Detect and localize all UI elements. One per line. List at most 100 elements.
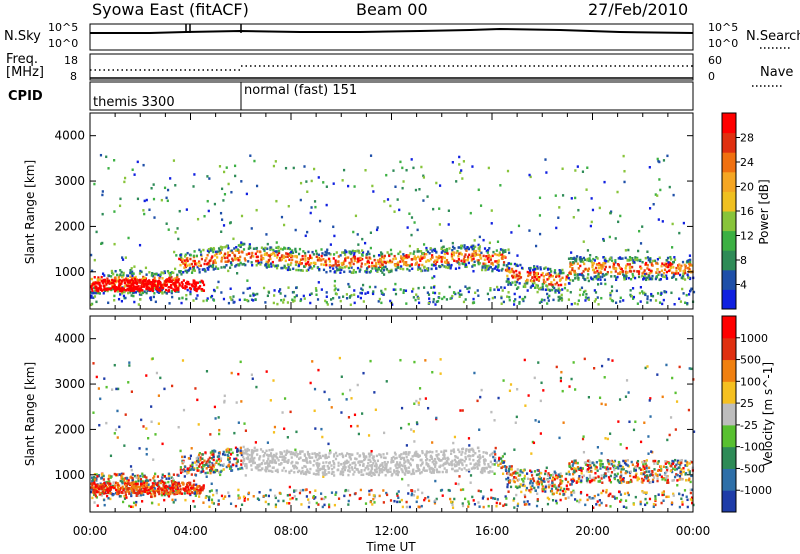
range-cell <box>577 276 580 280</box>
range-cell <box>572 489 575 493</box>
range-cell <box>442 245 445 249</box>
range-cell <box>603 376 606 379</box>
range-cell <box>675 400 679 403</box>
range-cell <box>591 264 594 267</box>
range-cell <box>114 276 117 279</box>
range-cell <box>576 165 579 168</box>
range-cell <box>678 478 681 481</box>
range-cell <box>362 455 366 458</box>
range-cell <box>507 283 510 286</box>
range-cell <box>114 269 117 273</box>
range-cell <box>171 384 174 388</box>
range-cell <box>641 290 644 293</box>
range-cell <box>684 301 687 304</box>
range-cell <box>360 473 363 476</box>
range-cell <box>289 254 292 257</box>
range-cell <box>642 465 645 468</box>
range-cell <box>256 453 259 456</box>
range-cell <box>680 276 683 280</box>
range-cell <box>517 274 520 278</box>
range-cell <box>273 264 277 268</box>
range-cell <box>161 473 164 477</box>
range-cell <box>678 231 681 235</box>
range-cell <box>403 254 406 258</box>
range-cell <box>374 267 377 270</box>
range-cell <box>199 253 203 256</box>
range-cell <box>308 263 311 266</box>
range-cell <box>299 489 302 492</box>
range-cell <box>601 265 604 269</box>
range-cell <box>287 204 290 208</box>
range-cell <box>217 451 221 455</box>
range-cell <box>252 292 255 296</box>
range-cell <box>239 261 242 265</box>
range-cell <box>293 466 296 470</box>
range-cell <box>269 469 272 473</box>
range-cell <box>92 493 96 497</box>
range-cell <box>498 457 501 461</box>
range-cell <box>672 275 675 279</box>
range-cell <box>656 194 659 197</box>
range-cell <box>335 251 338 254</box>
range-cell <box>571 480 574 483</box>
range-cell <box>544 266 547 269</box>
range-cell <box>498 254 501 257</box>
range-cell <box>596 469 599 472</box>
range-cell <box>119 479 122 483</box>
range-cell <box>157 484 160 487</box>
range-cell <box>98 423 101 427</box>
range-cell <box>583 262 586 266</box>
range-cell <box>487 260 491 264</box>
range-cell <box>469 255 473 259</box>
range-cell <box>490 209 493 212</box>
range-cell <box>619 470 623 474</box>
range-cell <box>277 249 281 253</box>
range-cell <box>467 261 470 265</box>
range-cell <box>301 459 305 462</box>
range-cell <box>170 275 173 279</box>
range-cell <box>262 459 265 462</box>
range-cell <box>594 465 597 468</box>
range-cell <box>150 405 153 408</box>
range-cell <box>223 399 226 403</box>
range-cell <box>158 480 161 483</box>
range-cell <box>466 245 469 249</box>
range-cell <box>113 159 116 162</box>
range-cell <box>147 486 151 489</box>
range-cell <box>691 461 694 464</box>
range-cell <box>234 446 238 450</box>
range-cell <box>581 467 585 470</box>
range-cell <box>487 471 490 474</box>
range-cell <box>407 263 410 267</box>
range-cell <box>644 497 647 501</box>
range-cell <box>635 258 639 261</box>
range-cell <box>349 264 352 267</box>
range-cell <box>404 451 408 454</box>
range-cell <box>212 250 215 254</box>
range-cell <box>550 487 554 491</box>
range-cell <box>101 190 104 193</box>
range-cell <box>485 452 489 455</box>
range-cell <box>258 456 261 460</box>
range-cell <box>361 249 364 252</box>
range-cell <box>133 173 136 176</box>
range-cell <box>263 249 266 253</box>
range-cell <box>242 291 245 295</box>
range-cell <box>586 166 589 169</box>
range-cell <box>441 263 444 267</box>
range-cell <box>350 397 353 400</box>
range-cell <box>520 490 523 494</box>
range-cell <box>170 476 173 479</box>
range-cell <box>157 291 160 294</box>
range-cell <box>314 473 317 476</box>
range-cell <box>400 468 403 471</box>
range-cell <box>431 370 434 374</box>
range-cell <box>476 463 479 466</box>
range-cell <box>266 242 269 246</box>
range-cell <box>243 422 246 425</box>
range-cell <box>597 475 600 478</box>
range-cell <box>627 481 630 484</box>
range-cell <box>458 459 461 463</box>
range-cell <box>421 252 425 256</box>
range-cell <box>515 273 518 277</box>
